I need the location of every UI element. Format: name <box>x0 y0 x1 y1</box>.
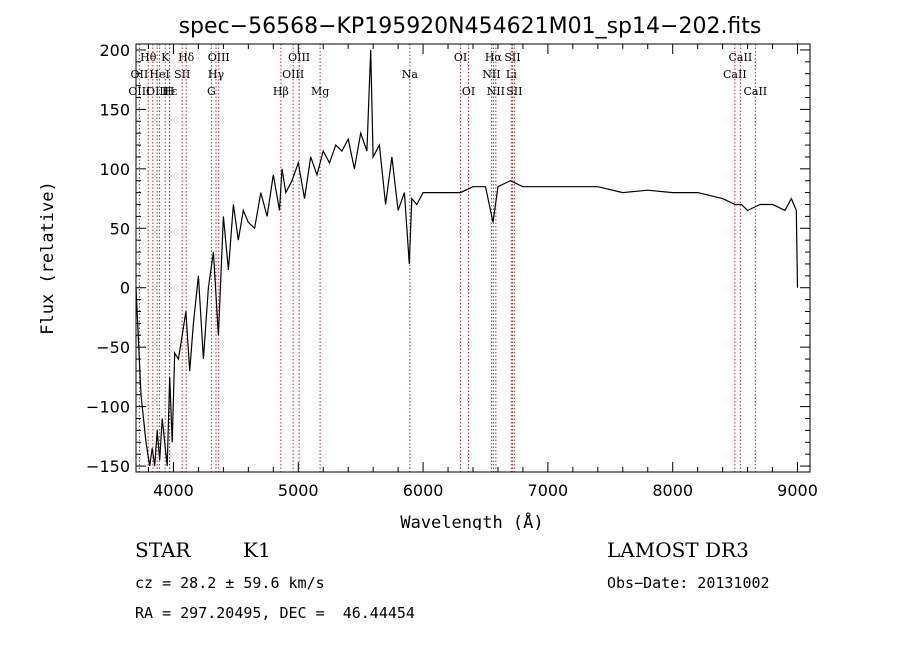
line-label-5-top: K <box>161 51 170 64</box>
line-label-18-top: OI <box>454 51 467 64</box>
y-tick-label-6: 150 <box>99 100 130 119</box>
line-label-20-mid: NII <box>482 68 500 81</box>
x-tick-label-2: 6000 <box>403 481 444 500</box>
line-label-27-top: CaII <box>729 51 753 64</box>
x-tick-label-1: 5000 <box>278 481 319 500</box>
y-tick-label-3: 0 <box>120 279 130 298</box>
line-label-9-top: Hδ <box>178 51 195 64</box>
survey-name: LAMOST DR3 <box>607 538 749 562</box>
line-label-7-bot: H <box>165 85 175 98</box>
y-axis: −150 −100 −50 0 50 100 150 200 <box>86 41 810 476</box>
redshift-info: cz = 28.2 ± 59.6 km/s <box>135 574 325 592</box>
x-tick-label-0: 4000 <box>153 481 194 500</box>
spectral-line-markers <box>138 44 756 472</box>
y-tick-label-4: 50 <box>110 219 130 238</box>
line-label-0-bot: OIII <box>128 85 150 98</box>
y-tick-label-5: 100 <box>99 160 130 179</box>
x-tick-label-3: 7000 <box>528 481 569 500</box>
line-label-13-bot: Hβ <box>273 85 289 98</box>
object-class: STAR <box>135 538 191 562</box>
y-tick-label-0: −150 <box>86 457 130 476</box>
spectrum-chart: spec−56568−KP195920N454621M01_sp14−202.f… <box>38 14 818 530</box>
line-label-17-mid: Na <box>402 68 419 81</box>
line-label-19-bot: OI <box>462 85 475 98</box>
coordinates: RA = 297.20495, DEC = 46.44454 <box>135 604 415 622</box>
x-tick-label-5: 9000 <box>777 481 818 500</box>
line-label-16-bot: Mg <box>311 85 329 98</box>
line-label-22-bot: NII <box>487 85 505 98</box>
line-label-0-mid: OII <box>131 68 149 81</box>
line-label-4-mid: HeI <box>149 68 169 81</box>
line-label-25-bot: SII <box>506 85 522 98</box>
line-label-1-top: Hθ <box>140 51 157 64</box>
x-axis: 4000 5000 6000 7000 8000 9000 <box>147 44 818 500</box>
x-axis-label: Wavelength (Å) <box>400 511 543 530</box>
y-tick-label-1: −100 <box>86 398 130 417</box>
line-label-14-mid: OIII <box>282 68 304 81</box>
y-tick-label-2: −50 <box>96 338 130 357</box>
line-label-28-bot: CaII <box>743 85 767 98</box>
line-label-24-top: SII <box>504 51 520 64</box>
line-label-8-mid: SII <box>174 68 190 81</box>
object-subclass: K1 <box>243 538 271 562</box>
observation-date: Obs−Date: 20131002 <box>607 574 770 592</box>
line-label-10-bot: G <box>207 85 216 98</box>
line-label-11-mid: Hγ <box>208 68 225 81</box>
line-label-26-mid: CaII <box>723 68 747 81</box>
plot-frame <box>135 43 811 473</box>
y-tick-label-7: 200 <box>99 41 130 60</box>
line-label-21-top: Hα <box>485 51 503 64</box>
line-label-12-top: OIII <box>208 51 230 64</box>
spectral-line-labels: OIIOIIIHθOIIIHeIKHεHSIIHδGHγOIIIHβOIIIOI… <box>128 51 767 98</box>
y-axis-label: Flux (relative) <box>38 181 58 335</box>
chart-title: spec−56568−KP195920N454621M01_sp14−202.f… <box>179 14 762 39</box>
spectrum-series <box>135 49 799 467</box>
line-label-6-bot: Hε <box>162 85 178 98</box>
line-label-15-top: OIII <box>288 51 310 64</box>
line-label-3-bot: OIII <box>146 85 168 98</box>
line-label-23-mid: Li <box>506 68 517 81</box>
x-tick-label-4: 8000 <box>652 481 693 500</box>
